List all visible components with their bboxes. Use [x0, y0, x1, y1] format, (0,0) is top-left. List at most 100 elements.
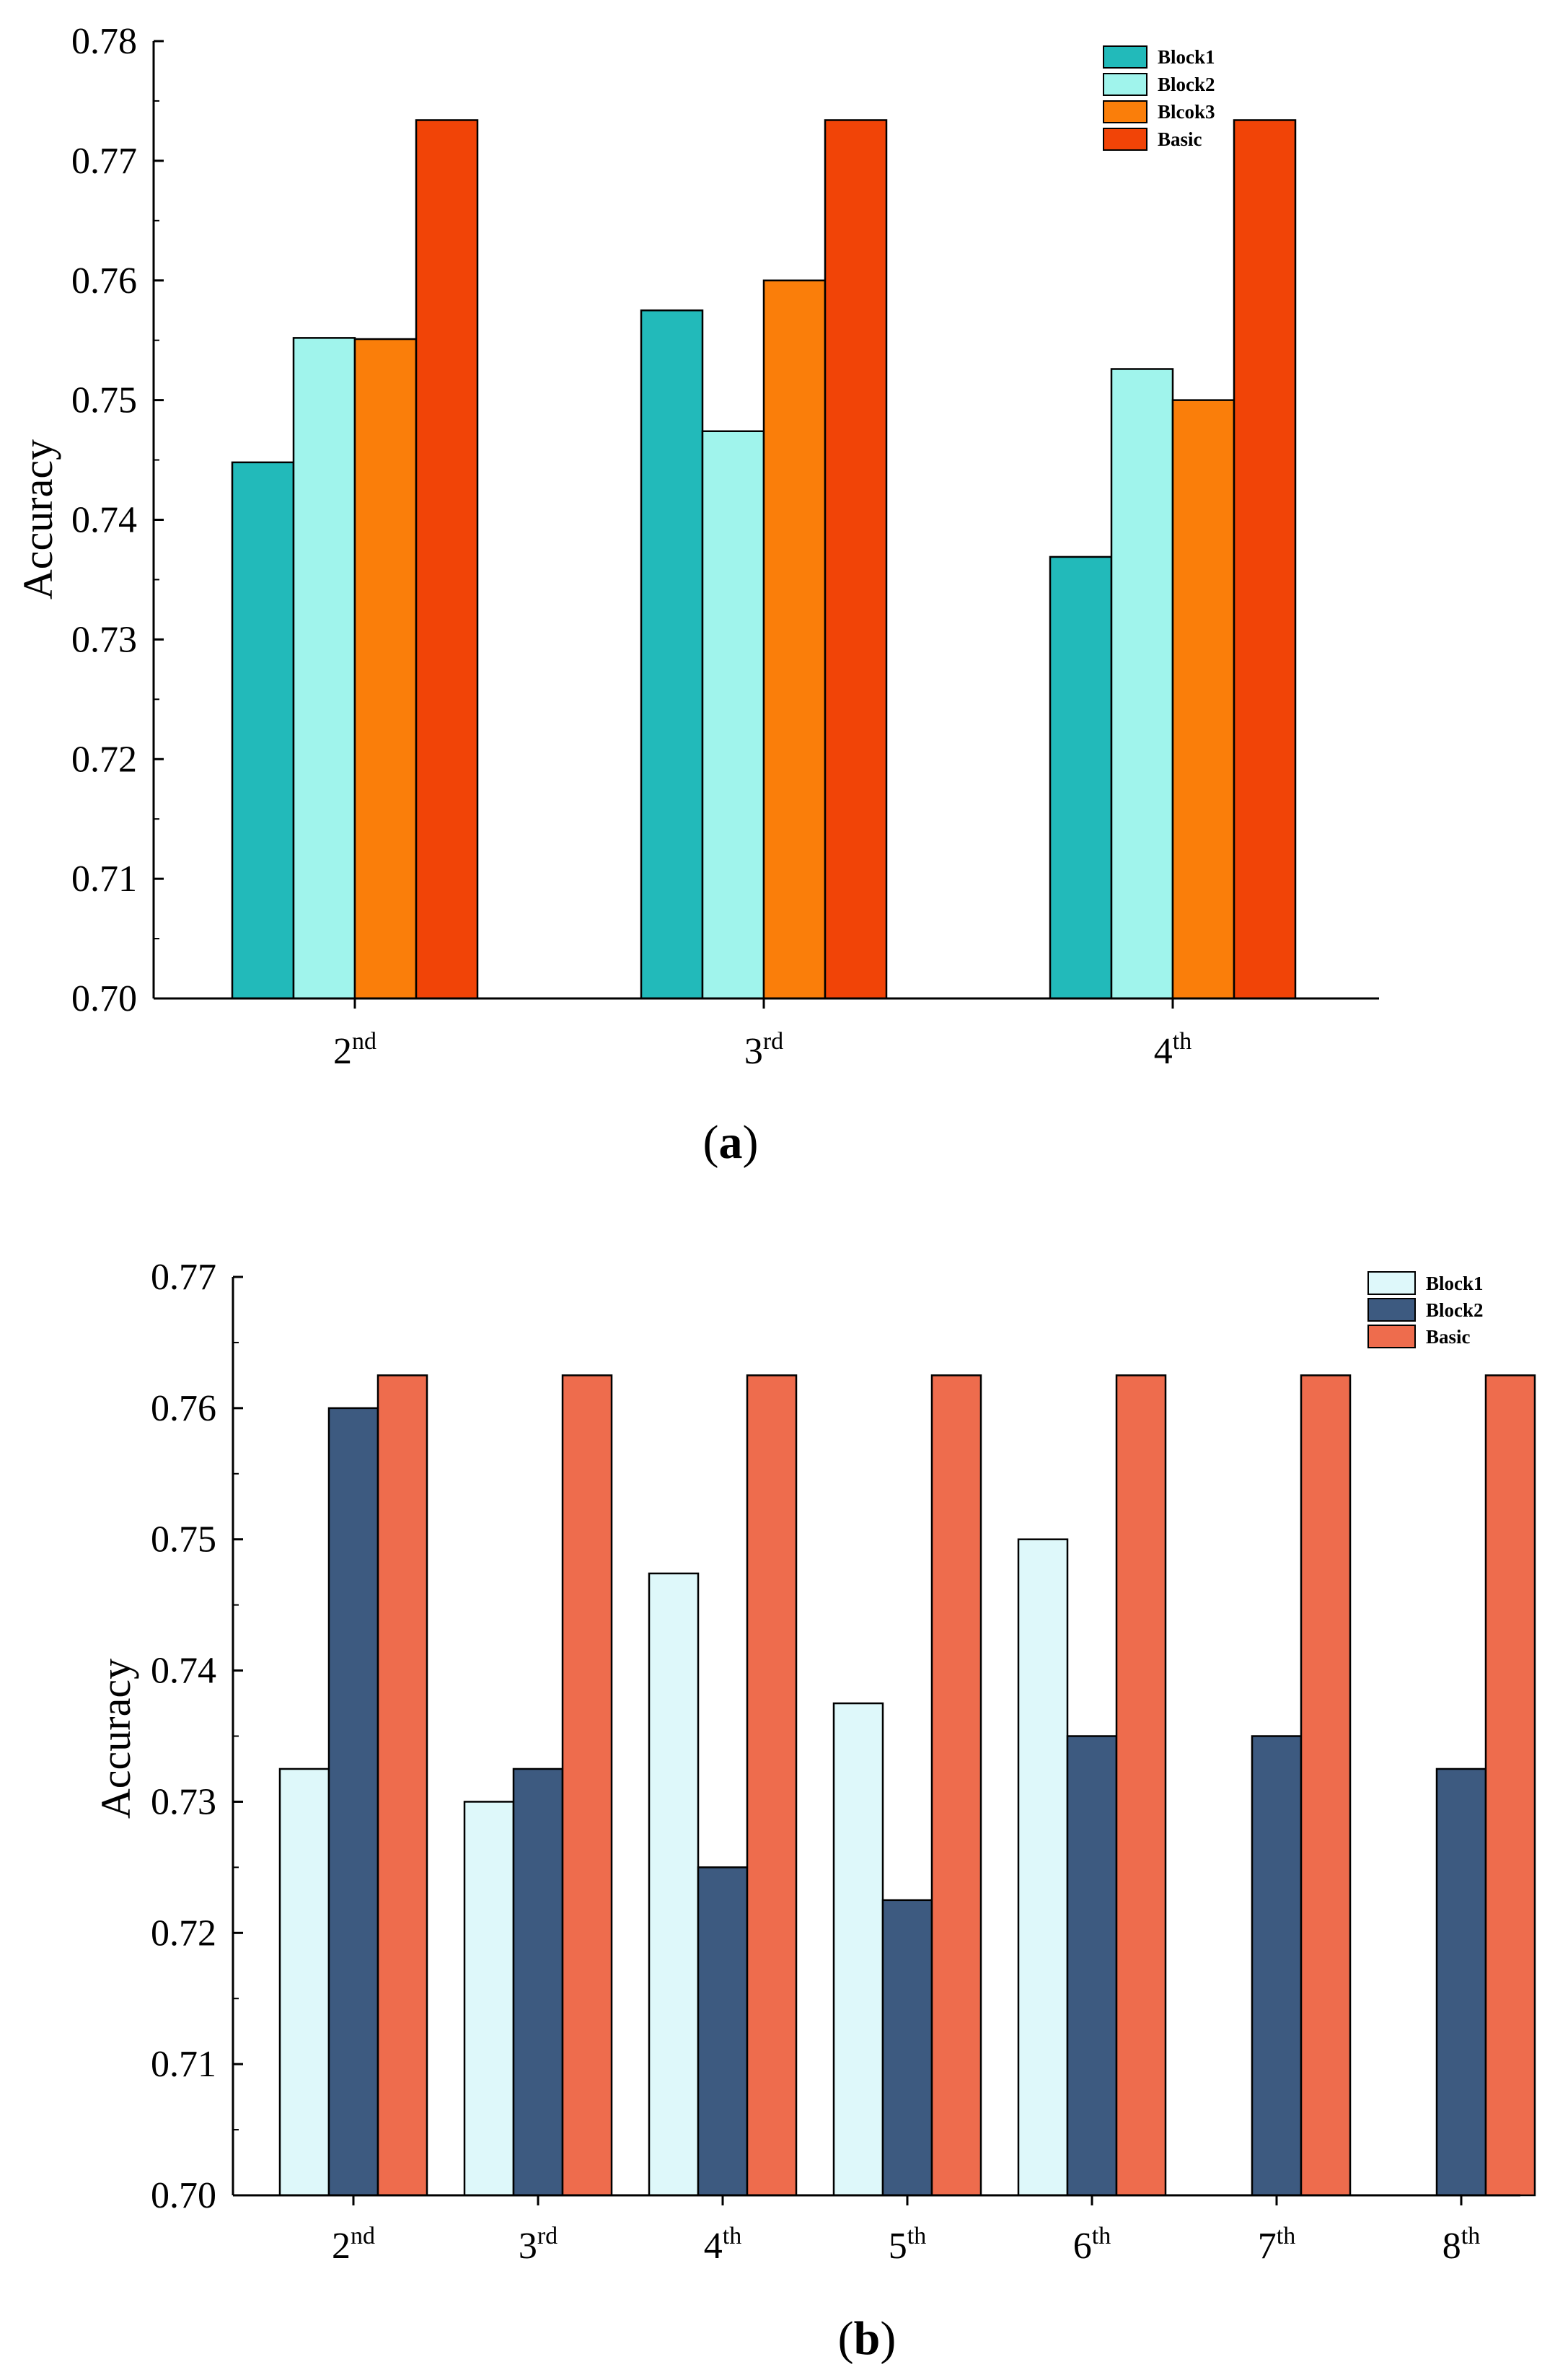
bar-a-basic-3rd — [824, 119, 888, 1000]
y-axis-title: Accuracy — [14, 439, 61, 600]
x-tick-label-base: 2 — [332, 2226, 351, 2267]
legend-swatch-blcok3 — [1103, 100, 1147, 123]
legend-swatch-block2 — [1103, 73, 1147, 96]
x-tick-label: 7th — [1258, 2223, 1295, 2267]
x-tick-label-base: 3 — [744, 1031, 763, 1072]
panel-a-chart: 0.70 0.71 0.72 0.73 0.74 0.75 0.76 0.77 0.78 2nd 3… — [14, 21, 1379, 1072]
legend-swatch-block2 — [1367, 1298, 1416, 1322]
x-tick-label-sup: th — [723, 2223, 741, 2249]
y-tick-label: 0.76 — [71, 260, 137, 302]
x-tick-label: 5th — [889, 2223, 926, 2267]
y-tick-label: 0.74 — [71, 500, 137, 541]
panel-b-label-close: ) — [880, 2312, 896, 2365]
x-tick-label-sup: th — [1173, 1028, 1191, 1055]
bar-a-block2-3rd — [701, 430, 765, 1000]
panel-a-label-letter: a — [719, 1116, 743, 1169]
x-tick-label-base: 6 — [1073, 2226, 1092, 2267]
legend-swatch-block1 — [1103, 45, 1147, 69]
x-tick-label-base: 4 — [1154, 1031, 1173, 1072]
bar-b-block1-6th — [1017, 1538, 1069, 2197]
legend-label-blcok3: Blcok3 — [1158, 101, 1215, 123]
panel-b-label: (b) — [838, 2312, 897, 2365]
y-tick-label: 0.74 — [151, 1651, 216, 1692]
bar-a-block2-2nd — [292, 337, 356, 1000]
panel-a-label: (a) — [703, 1116, 759, 1169]
y-tick-label: 0.78 — [71, 21, 137, 62]
legend-label-block2: Block2 — [1426, 1299, 1484, 1321]
x-tick-label-sup: nd — [352, 1028, 376, 1055]
y-tick-label: 0.75 — [71, 380, 137, 421]
bar-a-block1-4th — [1049, 556, 1113, 1000]
x-tick-label-sup: nd — [351, 2223, 375, 2249]
bar-a-block2-4th — [1110, 368, 1174, 1000]
x-tick-label-sup: th — [1461, 2223, 1480, 2249]
panel-a-label-close: ) — [743, 1116, 759, 1169]
x-tick-label-sup: rd — [537, 2223, 558, 2249]
bar-a-block1-2nd — [231, 461, 295, 1000]
bar-b-basic-8th — [1484, 1374, 1536, 2197]
x-tick-label-sup: th — [1092, 2223, 1111, 2249]
x-tick-label: 4th — [1154, 1028, 1191, 1072]
bar-b-block2-7th — [1251, 1735, 1303, 2197]
x-tick-label: 2nd — [332, 2223, 375, 2267]
x-tick-label-base: 4 — [704, 2226, 723, 2267]
x-tick-label-base: 8 — [1442, 2226, 1461, 2267]
x-tick-label-base: 3 — [519, 2226, 537, 2267]
bar-a-basic-4th — [1233, 119, 1297, 1000]
y-tick-label: 0.70 — [151, 2175, 216, 2216]
bar-b-block1-4th — [648, 1572, 700, 2197]
x-tick-label-base: 2 — [333, 1031, 352, 1072]
bar-a-block1-3rd — [640, 309, 704, 1000]
y-axis-title: Accuracy — [92, 1659, 139, 1819]
bar-b-block1-3rd — [463, 1801, 515, 2197]
x-tick-label: 3rd — [744, 1028, 783, 1072]
x-tick-label-sup: th — [907, 2223, 926, 2249]
bar-b-basic-4th — [746, 1374, 798, 2197]
bar-b-basic-7th — [1300, 1374, 1352, 2197]
bar-b-basic-5th — [930, 1374, 982, 2197]
bar-b-block2-6th — [1066, 1735, 1118, 2197]
x-tick-label-sup: rd — [763, 1028, 783, 1055]
x-tick-label: 3rd — [519, 2223, 558, 2267]
legend-swatch-block1 — [1367, 1271, 1416, 1295]
y-tick-label: 0.75 — [151, 1519, 216, 1560]
x-tick-label: 8th — [1442, 2223, 1480, 2267]
y-tick-label: 0.72 — [151, 1913, 216, 1954]
bar-a-basic-2nd — [415, 119, 479, 1000]
bar-a-blcok3-2nd — [353, 338, 418, 1000]
legend-swatch-basic — [1103, 128, 1147, 151]
bar-b-block2-5th — [881, 1899, 933, 2197]
y-tick-label: 0.77 — [71, 141, 137, 182]
y-tick-label: 0.71 — [151, 2044, 216, 2085]
bar-b-block2-8th — [1435, 1768, 1487, 2197]
x-tick-label-base: 7 — [1258, 2226, 1277, 2267]
bar-b-block2-2nd — [327, 1407, 379, 2197]
bar-a-blcok3-3rd — [762, 279, 827, 1000]
y-tick-label: 0.73 — [71, 619, 137, 660]
bar-b-basic-6th — [1115, 1374, 1167, 2197]
y-tick-label: 0.77 — [151, 1257, 216, 1298]
legend-label-block1: Block1 — [1426, 1273, 1484, 1294]
x-tick-label-base: 5 — [889, 2226, 907, 2267]
bar-b-block2-4th — [697, 1866, 749, 2197]
x-tick-label: 2nd — [333, 1028, 376, 1072]
bar-b-block1-2nd — [278, 1768, 330, 2197]
bar-b-block1-5th — [832, 1702, 884, 2197]
x-tick-label-sup: th — [1277, 2223, 1295, 2249]
y-tick-label: 0.76 — [151, 1388, 216, 1429]
bar-b-block2-3rd — [512, 1768, 564, 2197]
y-tick-label: 0.70 — [71, 978, 137, 1019]
x-tick-label: 4th — [704, 2223, 741, 2267]
y-tick-label: 0.71 — [71, 859, 137, 900]
legend-swatch-basic — [1367, 1325, 1416, 1348]
y-tick-label: 0.72 — [71, 739, 137, 780]
legend-label-block1: Block1 — [1158, 46, 1215, 68]
y-tick-label: 0.73 — [151, 1781, 216, 1822]
bar-a-blcok3-4th — [1171, 399, 1235, 1000]
panel-b-label-open: ( — [838, 2312, 854, 2365]
bar-b-basic-2nd — [376, 1374, 428, 2197]
legend-label-basic: Basic — [1426, 1326, 1471, 1348]
legend-label-block2: Block2 — [1158, 74, 1215, 95]
